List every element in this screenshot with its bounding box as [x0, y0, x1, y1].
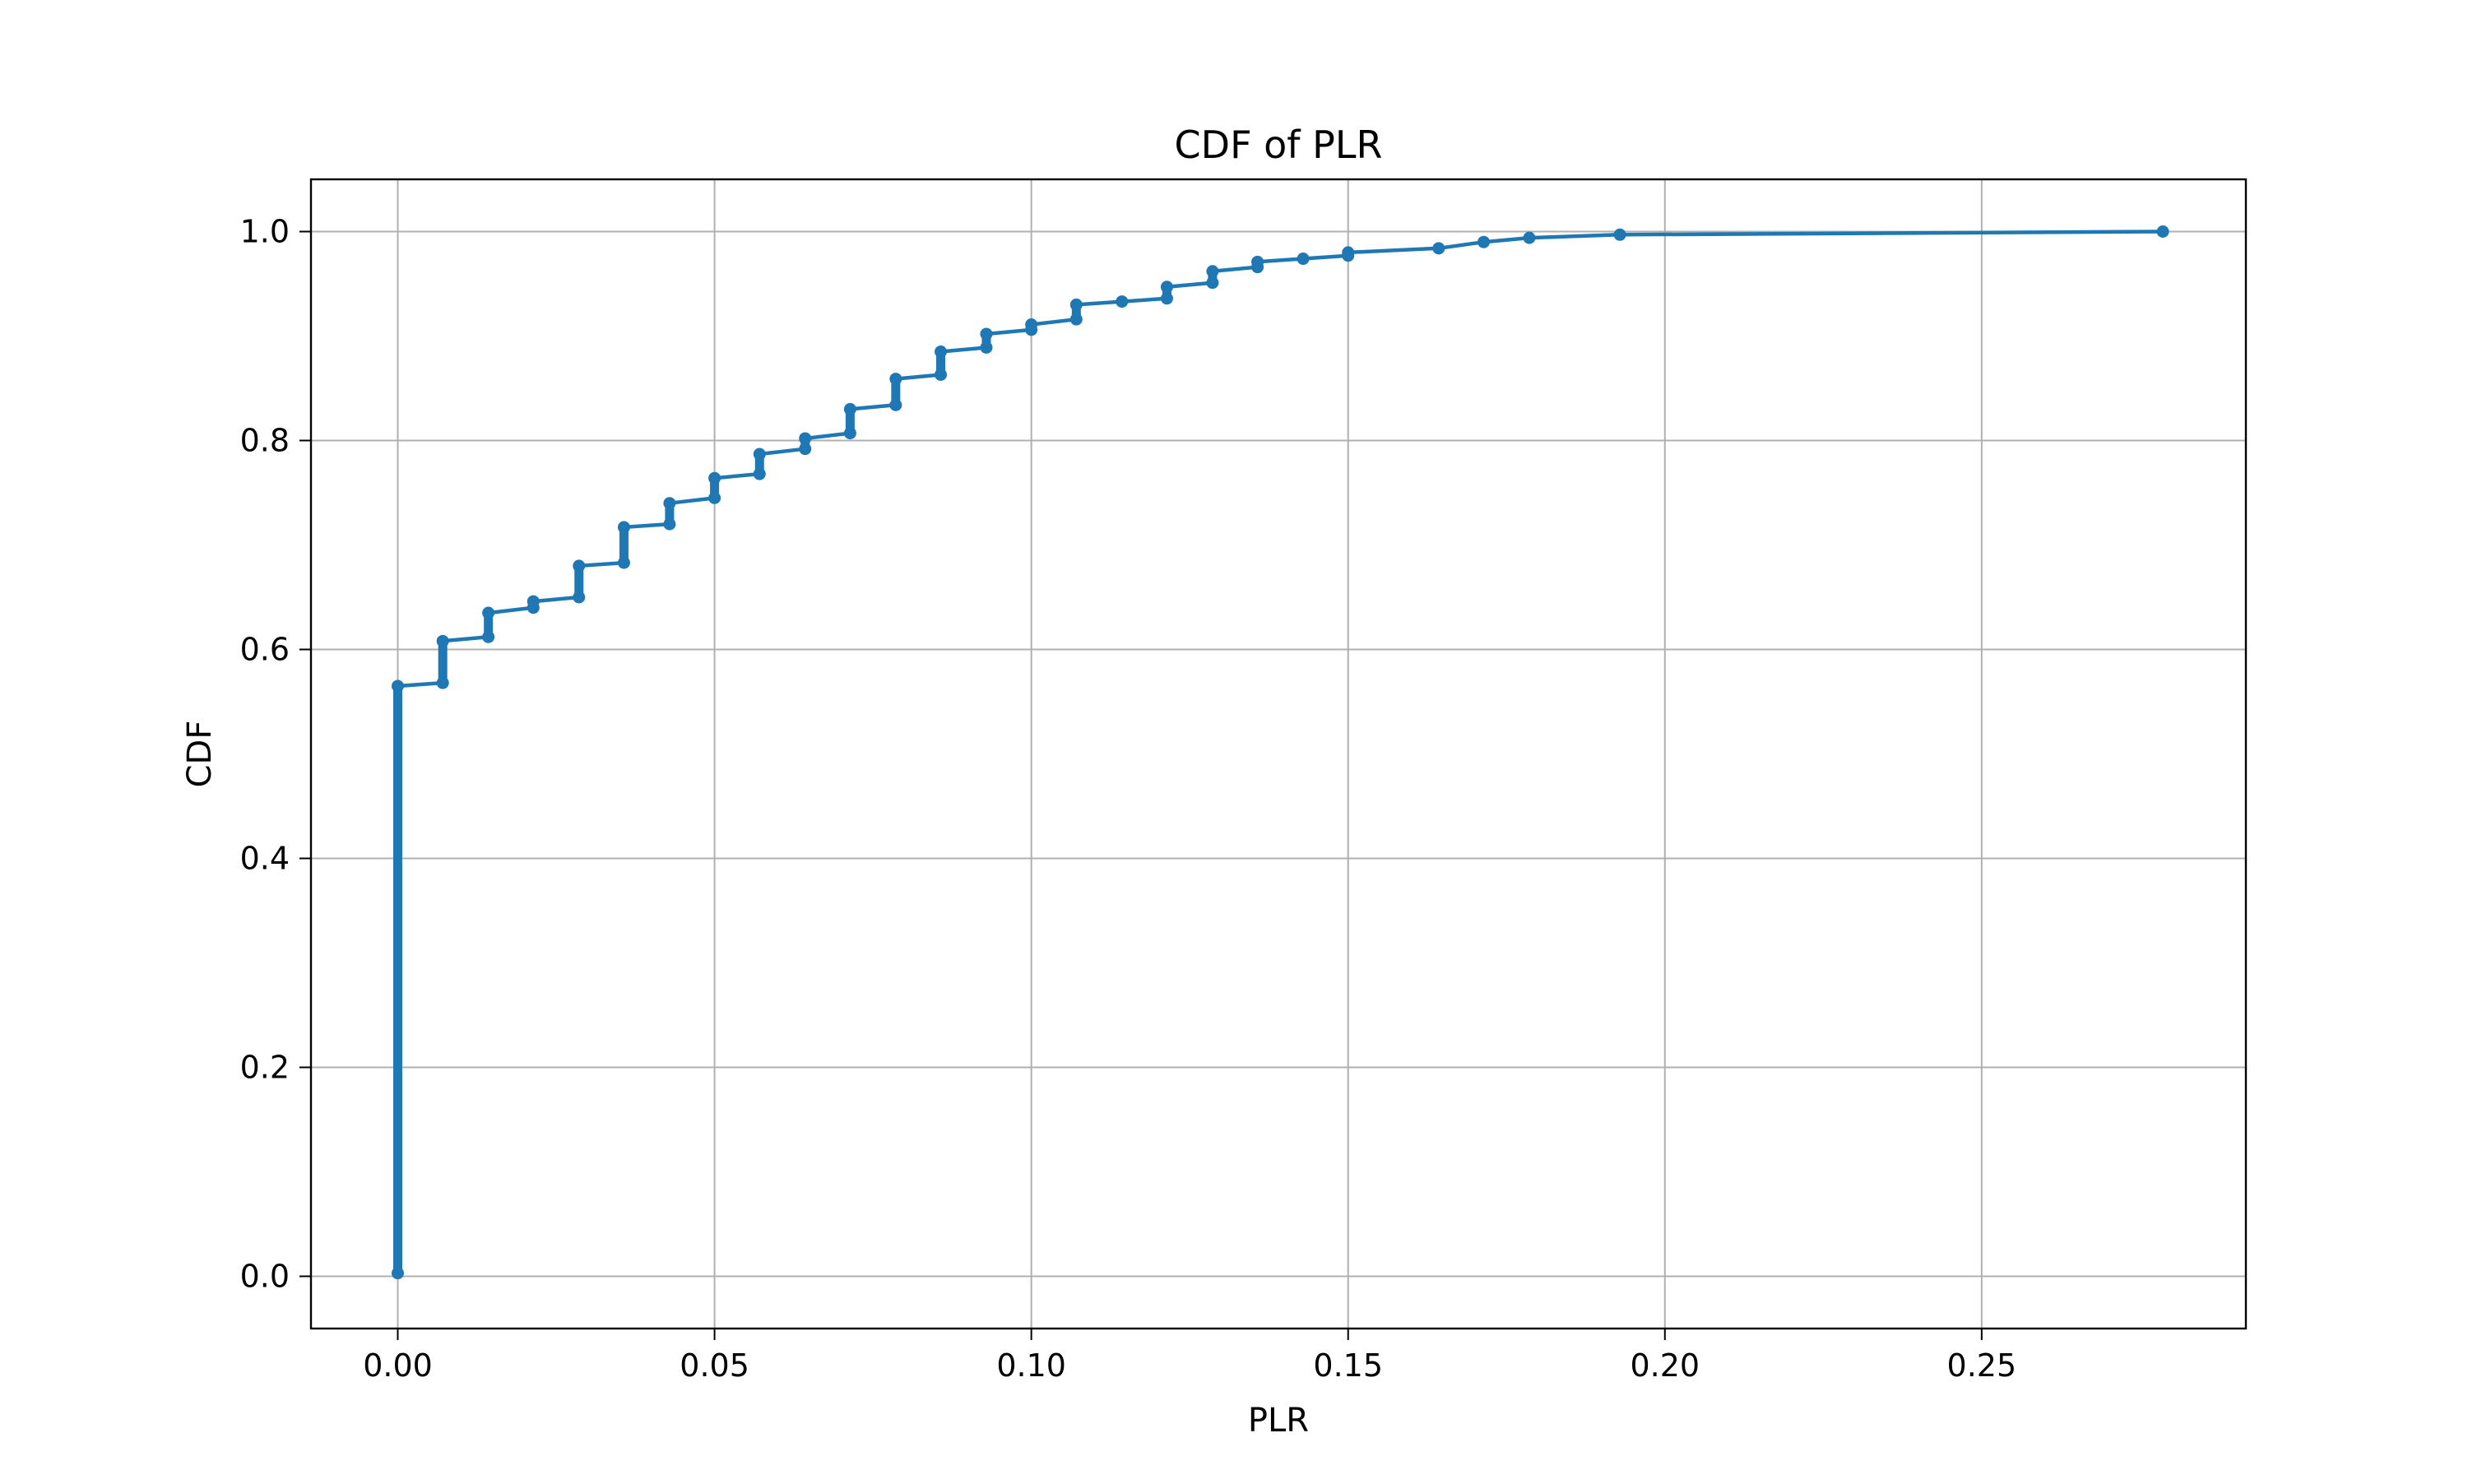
y-tick-label: 0.2	[240, 1050, 290, 1086]
data-point	[1613, 228, 1626, 241]
grid-lines	[311, 179, 2246, 1329]
data-point	[1478, 235, 1491, 248]
ticks: 0.00 0.05 0.10 0.15 0.20 0.25 0.0 0.2 0.4 0.6 0.8 1…	[240, 214, 2017, 1384]
x-axis-label: PLR	[1248, 1402, 1309, 1440]
data-point	[2156, 225, 2169, 238]
y-tick-label: 0.4	[240, 841, 290, 877]
data-point	[392, 1267, 405, 1280]
data-point	[392, 679, 405, 693]
data-point	[1432, 242, 1445, 255]
data-point	[1297, 253, 1310, 266]
x-tick-label: 0.10	[996, 1347, 1066, 1384]
y-axis-label: CDF	[181, 721, 219, 788]
y-tick-label: 0.8	[240, 423, 290, 459]
chart-title: CDF of PLR	[1175, 123, 1383, 167]
plot-frame	[309, 178, 2248, 1330]
y-tick-label: 0.6	[240, 632, 290, 668]
x-tick-label: 0.05	[680, 1347, 749, 1384]
x-tick-label: 0.20	[1630, 1347, 1700, 1384]
y-tick-label: 0.0	[240, 1259, 290, 1295]
x-tick-label: 0.15	[1313, 1347, 1383, 1384]
x-tick-label: 0.25	[1947, 1347, 2017, 1384]
x-tick-label: 0.00	[363, 1347, 433, 1384]
data-point	[1116, 295, 1129, 308]
data-layer	[392, 225, 2169, 1280]
y-tick-label: 1.0	[240, 214, 290, 250]
data-point	[1523, 231, 1536, 244]
